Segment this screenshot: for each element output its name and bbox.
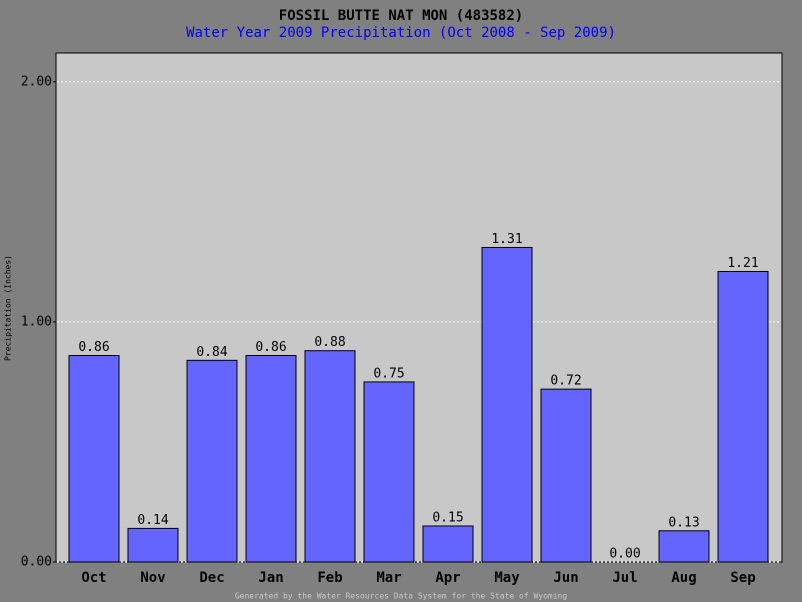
bar	[304, 350, 356, 563]
data-label: 1.31	[491, 232, 522, 247]
data-label: 0.14	[137, 513, 168, 528]
x-tick-label: Aug	[671, 570, 696, 586]
x-tick-label: Dec	[199, 570, 224, 586]
y-tick-label: 1.00	[21, 314, 52, 329]
data-label: 0.86	[255, 340, 286, 355]
data-label: 0.00	[609, 547, 640, 562]
data-label: 1.21	[727, 256, 758, 271]
bar	[422, 525, 474, 563]
bar	[540, 388, 592, 563]
bar	[363, 381, 415, 563]
bar	[245, 355, 297, 563]
chart-title: FOSSIL BUTTE NAT MON (483582)	[279, 8, 523, 24]
x-tick-label: Apr	[435, 570, 460, 586]
x-tick-label: Nov	[140, 570, 165, 586]
x-tick-label: Mar	[376, 570, 401, 586]
y-axis-label: Precipitation (Inches)	[4, 255, 13, 361]
chart-subtitle: Water Year 2009 Precipitation (Oct 2008 …	[186, 25, 616, 41]
x-tick-label: Oct	[81, 570, 106, 586]
bar	[186, 359, 238, 563]
x-tick-label: May	[494, 570, 520, 586]
y-tick-label: 0.00	[21, 555, 52, 570]
data-label: 0.13	[668, 515, 699, 530]
bar	[68, 355, 120, 563]
data-label: 0.84	[196, 345, 227, 360]
x-tick-label: Sep	[730, 570, 755, 586]
data-label: 0.72	[550, 374, 581, 389]
x-tick-label: Feb	[317, 570, 342, 586]
data-label: 0.86	[78, 340, 109, 355]
x-tick-label: Jun	[553, 570, 578, 586]
bar	[658, 530, 710, 563]
x-tick-label: Jan	[258, 570, 283, 586]
footer: Generated by the Water Resources Data Sy…	[235, 592, 568, 601]
plot-area	[55, 52, 783, 563]
data-label: 0.15	[432, 510, 463, 525]
y-tick-label: 2.00	[21, 74, 52, 89]
bar	[481, 246, 533, 563]
bar	[717, 270, 769, 563]
bar	[127, 527, 179, 563]
data-label: 0.75	[373, 366, 404, 381]
x-tick-label: Jul	[612, 570, 637, 586]
data-label: 0.88	[314, 335, 345, 350]
